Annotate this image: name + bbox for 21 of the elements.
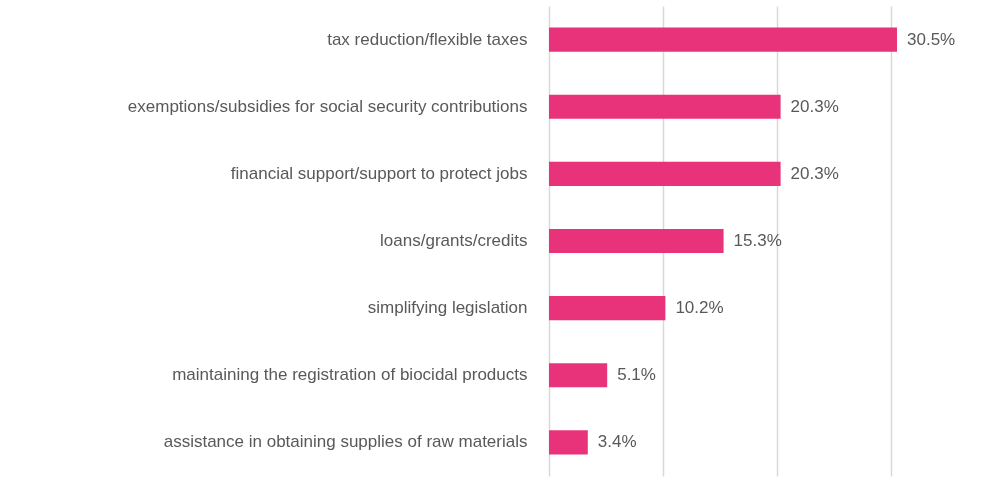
bar — [549, 228, 724, 254]
y-tick-label: loans/grants/credits — [380, 231, 528, 250]
data-label: 15.3% — [733, 231, 782, 250]
bar — [549, 27, 897, 52]
data-label: 30.5% — [907, 29, 956, 49]
bar — [549, 430, 588, 455]
data-label: 20.3% — [790, 96, 839, 116]
bar — [549, 94, 781, 119]
y-tick-label: tax reduction/flexible taxes — [327, 29, 528, 49]
data-label: 3.4% — [597, 432, 637, 452]
y-tick-label: exemptions/subsidies for social security contributions — [127, 96, 528, 116]
bar — [549, 363, 608, 388]
data-label: 10.2% — [675, 298, 724, 318]
y-tick-label: financial support/support to protect jobs — [230, 163, 528, 183]
data-label: 5.1% — [617, 365, 656, 385]
y-tick-label: maintaining the registration of biocidal products — [172, 365, 528, 385]
y-tick-label: assistance in obtaining supplies of raw materials — [163, 432, 528, 452]
data-label: 20.3% — [790, 163, 839, 183]
bar — [549, 296, 666, 321]
bar — [549, 161, 781, 186]
y-tick-label: simplifying legislation — [367, 298, 528, 318]
